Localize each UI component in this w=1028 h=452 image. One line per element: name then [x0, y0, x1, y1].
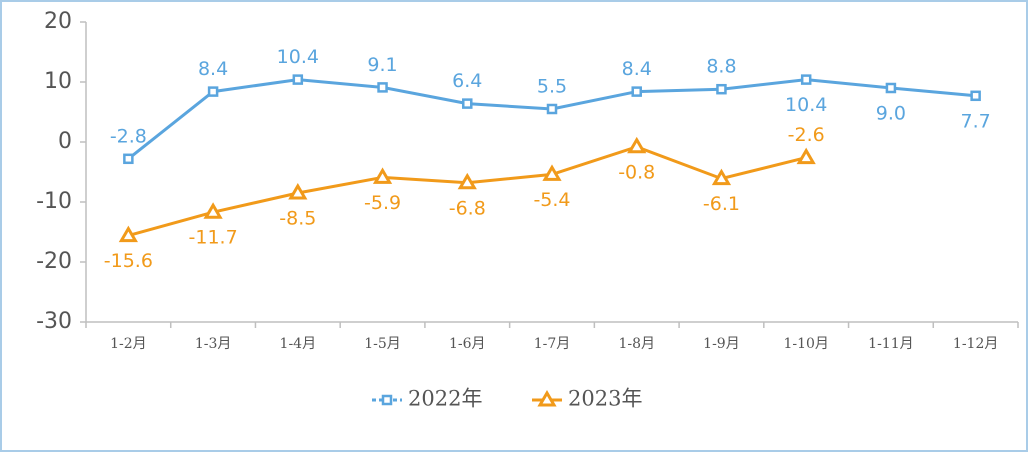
data-label: 10.4	[785, 94, 827, 116]
data-point	[203, 202, 223, 219]
data-label: 8.8	[706, 56, 736, 78]
data-point	[207, 86, 219, 97]
data-point	[292, 74, 304, 85]
y-tick-label: -10	[36, 189, 72, 214]
data-label: -0.8	[618, 161, 655, 183]
y-tick-label: -30	[36, 309, 72, 334]
x-tick-label: 1-3月	[195, 336, 232, 352]
data-label: -11.7	[189, 227, 238, 249]
data-point	[542, 164, 562, 181]
x-tick-label: 1-5月	[364, 336, 401, 352]
data-point	[800, 74, 812, 85]
data-point	[462, 98, 473, 109]
legend-label: 2022年	[408, 387, 482, 411]
y-tick-label: 0	[58, 129, 72, 154]
data-label: -6.8	[449, 197, 486, 219]
data-label: -8.5	[279, 208, 316, 230]
x-tick-label: 1-9月	[703, 336, 740, 352]
x-tick-label: 1-6月	[449, 336, 486, 352]
data-point	[970, 90, 981, 102]
x-tick-label: 1-7月	[534, 336, 571, 352]
x-tick-label: 1-4月	[280, 336, 317, 352]
data-label: 8.4	[622, 58, 652, 80]
data-label: -15.6	[104, 250, 153, 272]
data-label: 9.1	[367, 54, 397, 76]
data-point	[288, 183, 308, 200]
x-tick-label: 1-10月	[783, 336, 828, 352]
data-label: -5.4	[533, 189, 570, 211]
data-point	[631, 86, 642, 97]
legend-marker	[537, 390, 557, 407]
data-label: -5.9	[364, 192, 401, 214]
data-label: 10.4	[277, 46, 319, 68]
data-point	[377, 82, 388, 93]
data-point	[711, 168, 732, 186]
data-point	[118, 225, 138, 243]
x-tick-label: 1-8月	[618, 336, 655, 352]
data-label: 6.4	[452, 70, 482, 92]
y-tick-label: 10	[44, 69, 72, 94]
data-point	[372, 167, 393, 184]
data-label: -6.1	[703, 193, 740, 215]
data-point	[885, 82, 897, 94]
data-point	[716, 83, 727, 95]
legend-marker	[381, 394, 393, 406]
data-label: -2.8	[110, 125, 147, 147]
x-tick-label: 1-12月	[953, 336, 998, 352]
data-label: -2.6	[788, 124, 825, 146]
x-tick-label: 1-11月	[868, 336, 913, 352]
data-label: 5.5	[537, 76, 567, 98]
data-point	[546, 103, 558, 115]
y-tick-label: 20	[44, 9, 72, 34]
y-tick-label: -20	[36, 249, 72, 274]
data-label: 7.7	[961, 110, 991, 132]
data-point	[123, 153, 134, 165]
data-label: 9.0	[876, 103, 906, 125]
x-tick-label: 1-2月	[110, 336, 147, 352]
data-point	[457, 172, 477, 190]
legend-label: 2023年	[568, 387, 642, 411]
data-point	[627, 136, 647, 154]
data-point	[796, 147, 816, 165]
data-label: 8.4	[198, 58, 228, 80]
